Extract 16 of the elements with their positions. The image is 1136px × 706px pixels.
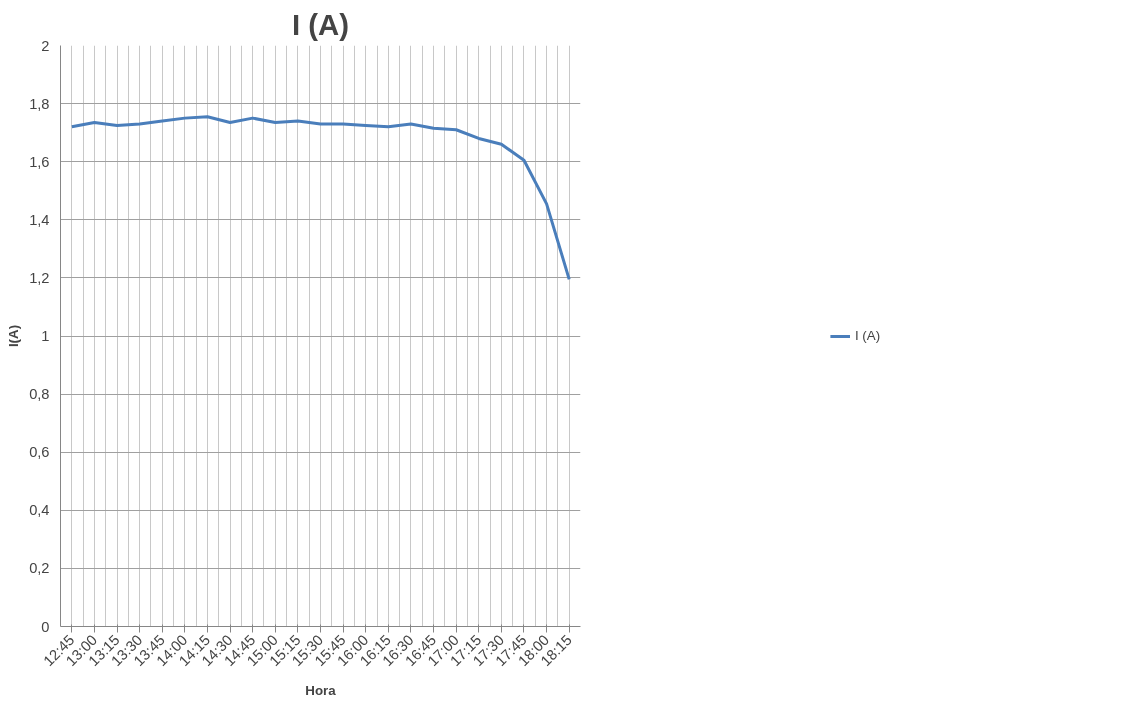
y-tick-label: 1 [41,328,50,344]
y-tick-label: 0,6 [29,444,50,461]
y-tick-label: 1,6 [29,153,50,170]
y-tick-label: 0,8 [29,386,50,403]
y-axis-title: I(A) [6,324,22,348]
line-series [70,115,571,281]
x-axis-title: Hora [305,682,337,698]
chart-title: I (A) [292,7,350,41]
y-tick-label: 1,4 [29,211,50,228]
y-tick-label: 0,4 [29,502,50,519]
y-tick-label: 0 [41,618,50,635]
y-tick-label: 0,2 [29,560,50,577]
legend-label: I (A) [854,328,881,343]
y-tick-label: 1,8 [29,95,50,112]
y-tick-label: 1,2 [29,269,50,286]
y-tick-label: 2 [41,37,50,54]
